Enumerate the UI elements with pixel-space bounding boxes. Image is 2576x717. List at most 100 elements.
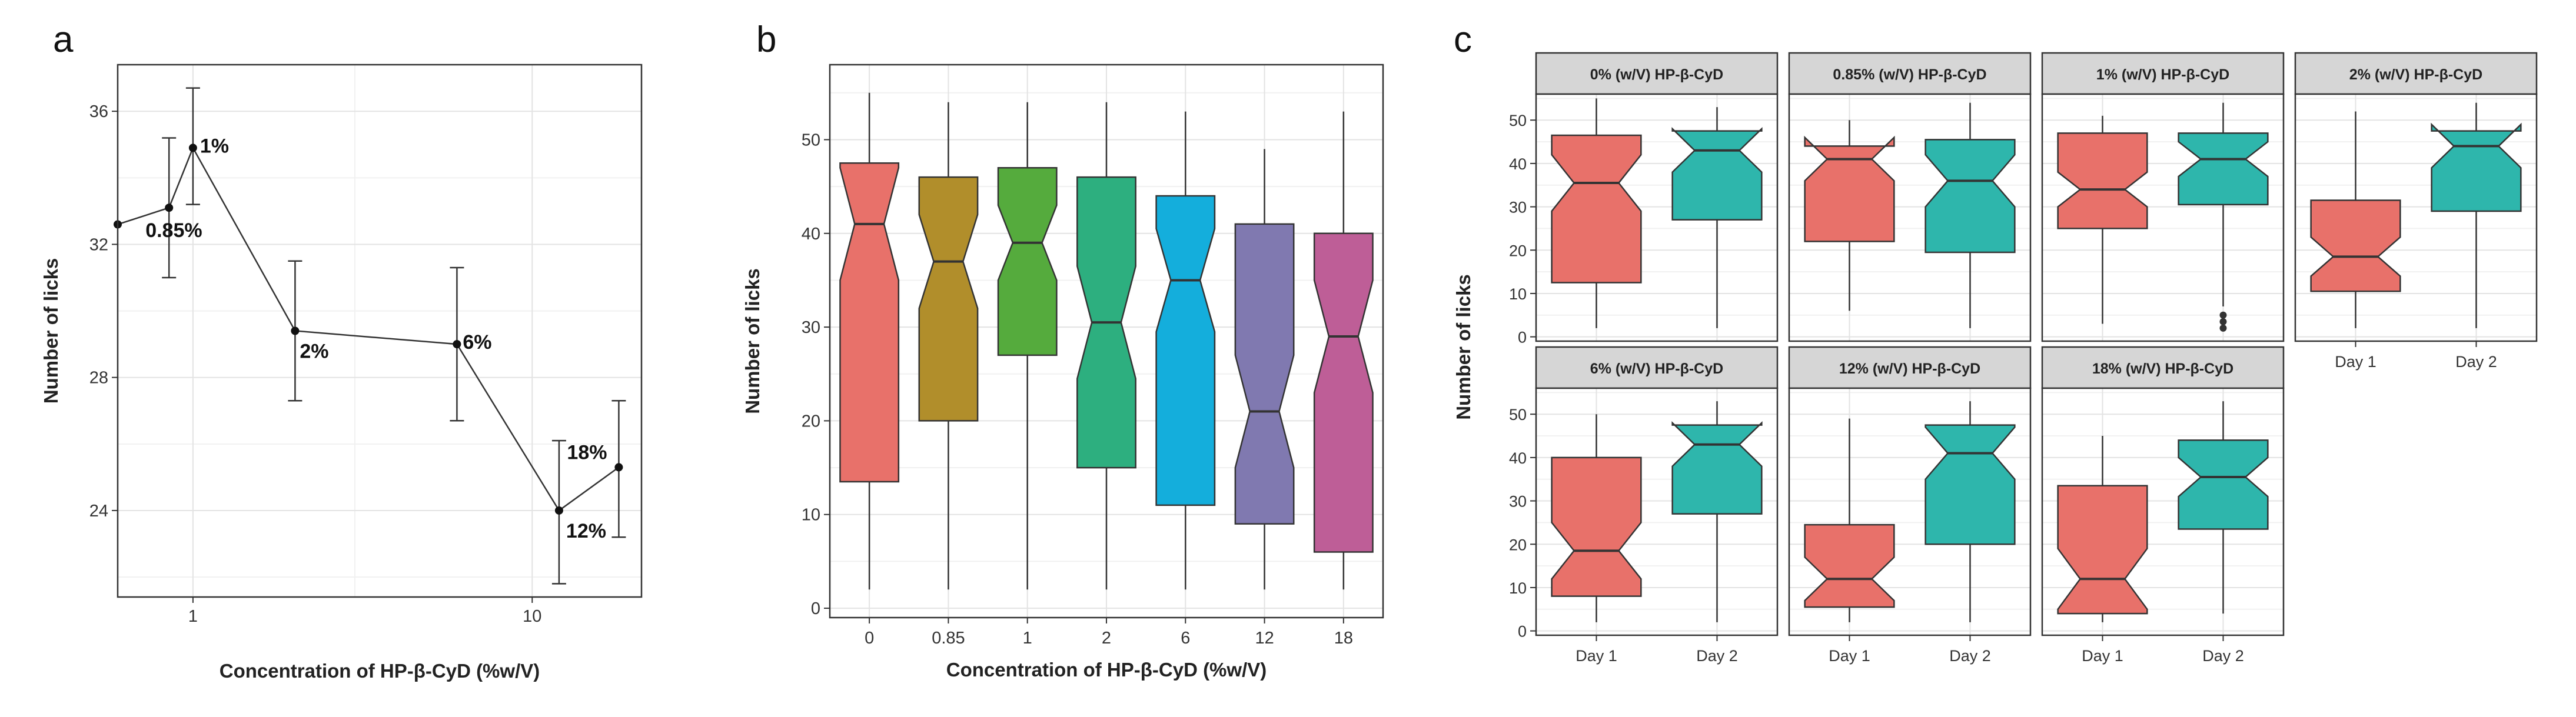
panel-b-xtick-label: 0.85 <box>932 629 965 648</box>
panel-c-plot-border <box>1535 93 1779 342</box>
panel-c-box <box>2057 485 2148 615</box>
panel-c-box <box>1804 523 1895 608</box>
panel-a-point <box>165 204 174 212</box>
panel-c-xtick-label: Day 1 <box>2082 647 2123 665</box>
panel-b-ytick-label: 10 <box>802 506 820 525</box>
panel-b-xtick-label: 12 <box>1255 629 1274 648</box>
panel-b-box <box>1313 232 1374 553</box>
panel-c-facet-strip <box>2041 52 2285 95</box>
panel-c-facet-title: 0.85% (w/V) HP-β-CyD <box>1833 66 1986 83</box>
panel-b-xtick-label: 0 <box>865 629 874 648</box>
panel-a-ytick-label: 28 <box>89 369 108 388</box>
panel-c-facet-strip <box>1535 346 1779 389</box>
panel-b-ytick-label: 30 <box>802 318 820 337</box>
panel-c-facet-strip <box>1788 52 2032 95</box>
panel-a-xtick-label: 10 <box>523 607 541 626</box>
panel-c-ytick-label: 10 <box>1509 579 1527 597</box>
panel-c-ytick-label: 0 <box>1518 329 1527 346</box>
panel-c-facet-strip <box>2294 52 2538 95</box>
panel-c-label: c <box>1454 19 1472 60</box>
panel-b-box <box>1155 195 1216 506</box>
panel-c-box <box>2178 132 2269 206</box>
panel-b-box <box>839 162 900 483</box>
panel-c-outlier <box>2219 318 2227 325</box>
panel-b-ytick-label: 40 <box>802 225 820 244</box>
panel-c-facet: 0% (w/V) HP-β-CyD <box>1535 52 1779 342</box>
panel-b-ytick-label: 20 <box>802 412 820 431</box>
panel-c-facet: 1% (w/V) HP-β-CyD <box>2041 52 2285 342</box>
panel-b-box <box>997 167 1058 356</box>
panel-a-ytick-label: 32 <box>89 235 108 254</box>
panel-a-point <box>554 506 563 515</box>
panel-c-box <box>2431 122 2522 212</box>
panel-c-xtick-label: Day 1 <box>2335 353 2376 371</box>
panel-c-facet: 18% (w/V) HP-β-CyD <box>2041 346 2285 636</box>
panel-c-outlier <box>2219 311 2227 319</box>
panel-c-box <box>1671 421 1763 515</box>
panel-c-xtick-label: Day 2 <box>2202 647 2244 665</box>
panel-b-label: b <box>756 19 776 60</box>
panel-c-facet: 0.85% (w/V) HP-β-CyD <box>1788 52 2032 342</box>
panel-c-box <box>1551 456 1642 597</box>
panel-c-facet-strip <box>2041 346 2285 389</box>
panel-c-box <box>2178 439 2269 530</box>
panel-a: a 24 28 32 36 1 10 0.85% 1% 2% 6% 12% 18% Concentrati… <box>40 19 643 682</box>
panel-b-ytick-label: 0 <box>811 599 820 618</box>
panel-c-ytick-label: 40 <box>1509 449 1527 467</box>
panel-a-plot-border <box>117 64 643 598</box>
panel-a-xtick-label: 1 <box>188 607 198 626</box>
panel-c-box <box>1671 126 1763 221</box>
panel-a-data-label: 18% <box>567 441 607 463</box>
panel-b-box <box>1234 223 1295 525</box>
panel-a-data-label: 1% <box>200 135 229 157</box>
panel-a-point <box>614 463 623 472</box>
panel-c-facet: 12% (w/V) HP-β-CyD <box>1788 346 2032 636</box>
panel-c-ylabel: Number of licks <box>1452 274 1474 420</box>
panel-c-xtick-label: Day 1 <box>1575 647 1617 665</box>
panel-c-xtick-label: Day 2 <box>1696 647 1738 665</box>
panel-c-box <box>1924 139 2016 254</box>
panel-a-point <box>453 340 461 349</box>
panel-c-facet-title: 2% (w/V) HP-β-CyD <box>2349 66 2482 83</box>
panel-b-xtick-label: 18 <box>1334 629 1353 648</box>
panel-c-xtick-label: Day 2 <box>1949 647 1991 665</box>
panel-c-ytick-label: 30 <box>1509 493 1527 511</box>
panel-b-ytick-label: 50 <box>802 131 820 149</box>
panel-c-box <box>1804 135 1895 242</box>
panel-c-facet-strip <box>1535 52 1779 95</box>
panel-c-plot-border <box>1788 93 2032 342</box>
panel-b-xtick-label: 1 <box>1023 629 1032 648</box>
panel-a-ylabel: Number of licks <box>40 258 62 404</box>
panel-b-xtick-label: 2 <box>1102 629 1111 648</box>
panel-c-plot-border <box>1535 387 1779 636</box>
panel-c-plot-border <box>1788 387 2032 636</box>
panel-c-ytick-label: 30 <box>1509 199 1527 216</box>
panel-a-data-label: 6% <box>463 331 491 354</box>
panel-c-plot-border <box>2041 387 2285 636</box>
panel-c-facet-title: 1% (w/V) HP-β-CyD <box>2096 66 2229 83</box>
panel-a-point <box>291 326 300 335</box>
panel-b-box <box>918 176 979 422</box>
panel-c-ytick-label: 50 <box>1509 112 1527 129</box>
panel-c-facet-title: 12% (w/V) HP-β-CyD <box>1839 361 1980 377</box>
panel-c-box <box>2310 199 2401 292</box>
panel-a-xlabel: Concentration of HP-β-CyD (%w/V) <box>220 660 540 682</box>
panel-c-plot-border <box>2041 93 2285 342</box>
panel-a-plot-bg <box>118 65 641 597</box>
panel-c-ytick-label: 40 <box>1509 155 1527 173</box>
panel-a-point <box>188 144 197 152</box>
panel-b-xlabel: Concentration of HP-β-CyD (%w/V) <box>946 659 1267 681</box>
panel-c-facet-title: 0% (w/V) HP-β-CyD <box>1590 66 1723 83</box>
panel-c-ytick-label: 20 <box>1509 536 1527 553</box>
panel-c-xtick-label: Day 2 <box>2455 353 2497 371</box>
panel-b-plot-border <box>829 64 1384 619</box>
panel-c-box <box>1551 134 1642 284</box>
panel-c-facet-strip <box>1788 346 2032 389</box>
panel-a-ytick-label: 36 <box>89 102 108 121</box>
panel-a-label: a <box>53 19 74 60</box>
panel-c-ytick-label: 0 <box>1518 623 1527 641</box>
panel-c-ytick-label: 50 <box>1509 406 1527 423</box>
